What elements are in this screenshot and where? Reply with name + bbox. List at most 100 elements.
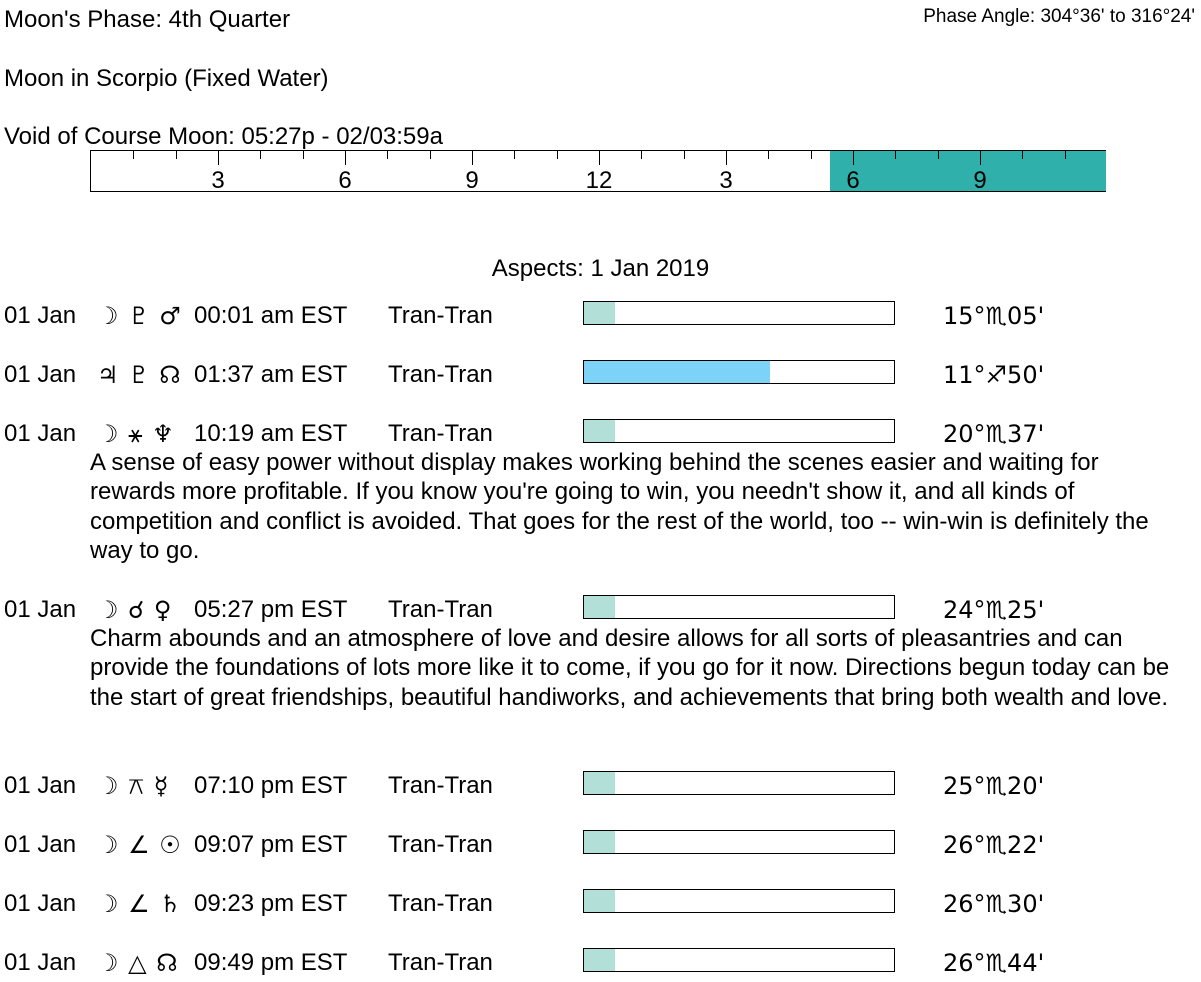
- timeline-tick: [980, 151, 981, 165]
- timeline-label: 9: [465, 167, 479, 194]
- aspect-degree: 25°♏20': [943, 772, 1045, 801]
- aspect-time: 05:27 pm EST: [194, 596, 348, 624]
- timeline-tick: [175, 151, 177, 159]
- aspect-symbols: ☽ ♇ ♂: [97, 302, 181, 330]
- timeline-tick: [895, 151, 897, 159]
- timeline-tick: [133, 151, 135, 159]
- timeline-tick: [260, 151, 262, 159]
- aspect-date: 01 Jan: [4, 949, 77, 977]
- aspect-date: 01 Jan: [4, 420, 77, 447]
- timeline-tick: [345, 151, 346, 165]
- aspect-row: 01 Jan ☽ ∠ ☉ 09:07 pm EST Tran-Tran 26°♏22': [0, 829, 1201, 859]
- void-period-fill: [829, 151, 1106, 191]
- aspect-date: 01 Jan: [4, 890, 77, 918]
- timeline-label: 6: [846, 167, 860, 194]
- aspect-strength-fill: [584, 420, 615, 442]
- aspect-strength-bar: [583, 830, 895, 855]
- aspect-strength-fill: [584, 772, 615, 795]
- aspect-strength-fill: [584, 831, 615, 854]
- aspect-type: Tran-Tran: [388, 949, 493, 977]
- aspect-time: 09:23 pm EST: [194, 890, 348, 918]
- timeline-tick: [302, 151, 304, 159]
- aspect-date: 01 Jan: [4, 361, 77, 388]
- moon-phase: Moon's Phase: 4th Quarter: [4, 6, 291, 33]
- timeline-tick: [1022, 151, 1024, 159]
- aspect-degree: 20°♏37': [943, 420, 1045, 448]
- aspect-time: 09:07 pm EST: [194, 831, 348, 859]
- aspect-symbols: ♃ ♇ ☊: [97, 361, 181, 389]
- aspect-type: Tran-Tran: [388, 890, 493, 918]
- aspect-strength-fill: [584, 596, 615, 619]
- aspect-strength-bar: [583, 948, 895, 973]
- aspect-symbols: ☽ ⚻ ☿: [97, 772, 169, 801]
- void-of-course-timeline: 3 6 9 12 3 6 9: [90, 150, 1106, 194]
- aspect-strength-bar: [583, 889, 895, 914]
- aspect-row: 01 Jan ☽ ☌ ♀ 05:27 pm EST Tran-Tran 24°♏25': [0, 594, 1201, 624]
- timeline-label: 9: [973, 167, 987, 194]
- timeline-tick: [726, 151, 727, 165]
- timeline-label: 12: [585, 167, 613, 194]
- aspect-row: 01 Jan ☽ △ ☊ 09:49 pm EST Tran-Tran 26°♏44': [0, 947, 1201, 977]
- timeline-tick: [937, 151, 939, 159]
- aspect-degree: 26°♏30': [943, 890, 1045, 919]
- aspect-strength-fill: [584, 302, 615, 324]
- timeline-tick: [1064, 151, 1066, 159]
- timeline-tick: [683, 151, 685, 159]
- aspect-date: 01 Jan: [4, 302, 77, 329]
- aspect-row: 01 Jan ♃ ♇ ☊ 01:37 am EST Tran-Tran 11°♐50': [0, 359, 1201, 389]
- aspect-row: 01 Jan ☽ ⚹ ♆ 10:19 am EST Tran-Tran 20°♏37': [0, 418, 1201, 448]
- aspect-symbols: ☽ ☌ ♀: [97, 596, 172, 625]
- aspect-description: A sense of easy power without display ma…: [90, 449, 1149, 564]
- aspect-strength-bar: [583, 595, 895, 620]
- timeline-tick: [641, 151, 643, 159]
- aspect-time: 09:49 pm EST: [194, 949, 348, 977]
- aspect-strength-bar: [583, 301, 895, 325]
- aspect-type: Tran-Tran: [388, 772, 493, 800]
- aspect-time: 10:19 am EST: [194, 420, 348, 447]
- aspect-degree: 15°♏05': [943, 302, 1045, 330]
- aspect-symbols: ☽ ∠ ♄: [97, 890, 181, 919]
- timeline-tick: [387, 151, 389, 159]
- aspect-type: Tran-Tran: [388, 596, 493, 624]
- aspect-description: Charm abounds and an atmosphere of love …: [90, 625, 1170, 711]
- moon-sign: Moon in Scorpio (Fixed Water): [4, 65, 329, 92]
- aspect-strength-bar: [583, 771, 895, 796]
- phase-angle: Phase Angle: 304°36' to 316°24': [923, 6, 1195, 27]
- aspect-symbols: ☽ ∠ ☉: [97, 831, 181, 860]
- aspect-type: Tran-Tran: [388, 302, 493, 329]
- timeline-label: 3: [719, 167, 733, 194]
- aspect-degree: 24°♏25': [943, 596, 1045, 625]
- aspect-type: Tran-Tran: [388, 831, 493, 859]
- aspect-date: 01 Jan: [4, 596, 77, 624]
- timeline-tick: [853, 151, 854, 165]
- timeline-label: 3: [211, 167, 225, 194]
- timeline-tick: [768, 151, 770, 159]
- aspect-strength-fill: [584, 890, 615, 913]
- void-of-course: Void of Course Moon: 05:27p - 02/03:59a: [4, 123, 443, 150]
- timeline-tick: [556, 151, 558, 159]
- aspect-row: 01 Jan ☽ ⚻ ☿ 07:10 pm EST Tran-Tran 25°♏20': [0, 770, 1201, 800]
- aspect-strength-bar: [583, 419, 895, 443]
- aspect-strength-fill: [584, 949, 615, 972]
- timeline-tick: [599, 151, 600, 165]
- aspect-time: 07:10 pm EST: [194, 772, 348, 800]
- aspect-row: 01 Jan ☽ ∠ ♄ 09:23 pm EST Tran-Tran 26°♏30': [0, 888, 1201, 918]
- timeline-tick: [810, 151, 812, 159]
- timeline-tick: [472, 151, 473, 165]
- aspect-time: 01:37 am EST: [194, 361, 348, 388]
- aspect-date: 01 Jan: [4, 772, 77, 800]
- aspect-degree: 26°♏22': [943, 831, 1045, 860]
- aspect-type: Tran-Tran: [388, 361, 493, 388]
- aspect-date: 01 Jan: [4, 831, 77, 859]
- aspect-type: Tran-Tran: [388, 420, 493, 447]
- timeline-tick: [514, 151, 516, 159]
- aspect-degree: 11°♐50': [943, 361, 1045, 389]
- timeline-tick: [429, 151, 431, 159]
- timeline-tick: [218, 151, 219, 165]
- aspect-strength-fill: [584, 361, 770, 383]
- timeline-label: 6: [338, 167, 352, 194]
- aspect-degree: 26°♏44': [943, 949, 1045, 978]
- aspect-symbols: ☽ △ ☊: [97, 949, 178, 978]
- aspects-title: Aspects: 1 Jan 2019: [491, 255, 710, 282]
- aspect-row: 01 Jan ☽ ♇ ♂ 00:01 am EST Tran-Tran 15°♏05': [0, 300, 1201, 330]
